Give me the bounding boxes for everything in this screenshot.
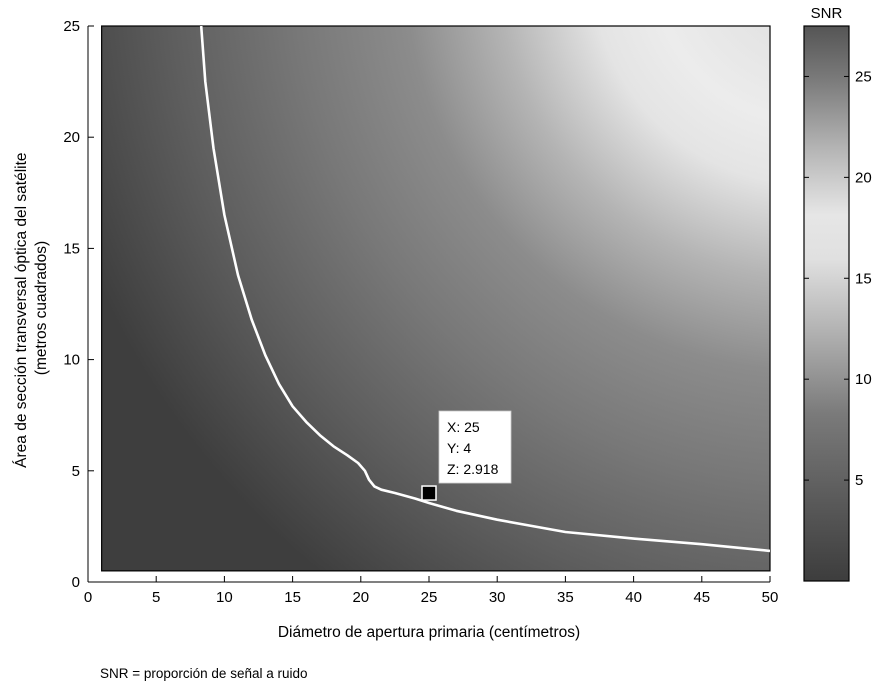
y-axis-title-line-2: (metros cuadrados) bbox=[33, 241, 50, 375]
y-tick-label: 20 bbox=[63, 129, 80, 146]
datatip-y-label: Y: 4 bbox=[447, 440, 471, 456]
y-tick-label: 15 bbox=[63, 240, 80, 257]
x-tick-label: 40 bbox=[625, 589, 642, 606]
heatmap-surface bbox=[101, 25, 771, 572]
datatip: X: 25 Y: 4 Z: 2.918 bbox=[438, 410, 512, 484]
x-axis: 0 5 10 15 20 25 30 35 40 45 50 bbox=[84, 576, 779, 606]
colorbar-tick-label: 15 bbox=[855, 270, 872, 287]
x-tick-label: 30 bbox=[489, 589, 506, 606]
x-tick-label: 0 bbox=[84, 589, 92, 606]
y-tick-label: 5 bbox=[72, 463, 80, 480]
y-axis-title-line-1: Área de sección transversal óptica del s… bbox=[13, 152, 30, 467]
datatip-marker[interactable] bbox=[421, 485, 437, 501]
colorbar-tick-label: 25 bbox=[855, 68, 872, 85]
x-tick-label: 45 bbox=[693, 589, 710, 606]
x-tick-label: 50 bbox=[762, 589, 779, 606]
x-tick-label: 35 bbox=[557, 589, 574, 606]
x-tick-label: 15 bbox=[284, 589, 301, 606]
x-tick-label: 25 bbox=[421, 589, 438, 606]
contour-line bbox=[199, 26, 770, 553]
y-tick-label: 0 bbox=[72, 574, 80, 591]
x-tick-label: 10 bbox=[216, 589, 233, 606]
x-tick-label: 5 bbox=[152, 589, 160, 606]
x-tick-label: 20 bbox=[352, 589, 369, 606]
x-axis-title: Diámetro de apertura primaria (centímetr… bbox=[278, 624, 580, 641]
colorbar-tick-label: 5 bbox=[855, 472, 863, 489]
colorbar-gradient bbox=[803, 25, 850, 582]
colorbar: SNR 5 10 15 20 25 bbox=[803, 5, 872, 582]
datatip-x-label: X: 25 bbox=[447, 419, 480, 435]
y-tick-label: 25 bbox=[63, 18, 80, 35]
y-axis: 0 5 10 15 20 25 bbox=[63, 18, 94, 591]
y-axis-title: Área de sección transversal óptica del s… bbox=[13, 148, 50, 468]
colorbar-tick-label: 20 bbox=[855, 169, 872, 186]
y-tick-label: 10 bbox=[63, 352, 80, 369]
plot-area: X: 25 Y: 4 Z: 2.918 bbox=[101, 25, 771, 572]
datatip-z-label: Z: 2.918 bbox=[447, 461, 499, 477]
footnote: SNR = proporción de señal a ruido bbox=[100, 666, 308, 681]
colorbar-tick-label: 10 bbox=[855, 371, 872, 388]
colorbar-title: SNR bbox=[811, 5, 843, 22]
